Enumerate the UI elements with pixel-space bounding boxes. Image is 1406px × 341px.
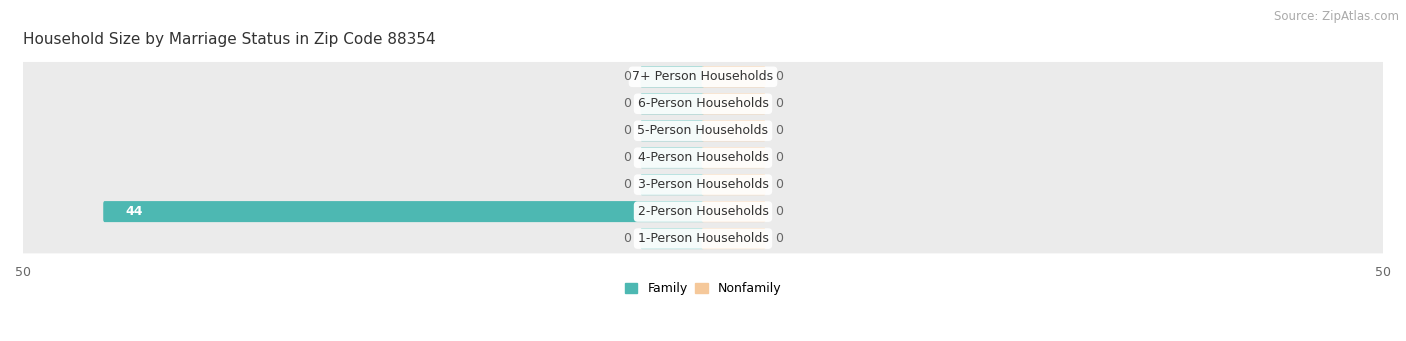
Text: 6-Person Households: 6-Person Households	[637, 97, 769, 110]
Text: Household Size by Marriage Status in Zip Code 88354: Household Size by Marriage Status in Zip…	[22, 32, 436, 47]
Text: 0: 0	[775, 97, 783, 110]
Text: 1-Person Households: 1-Person Households	[637, 232, 769, 245]
Legend: Family, Nonfamily: Family, Nonfamily	[624, 282, 782, 295]
FancyBboxPatch shape	[21, 89, 1385, 119]
Text: Source: ZipAtlas.com: Source: ZipAtlas.com	[1274, 10, 1399, 23]
Text: 0: 0	[623, 70, 631, 83]
Text: 4-Person Households: 4-Person Households	[637, 151, 769, 164]
FancyBboxPatch shape	[21, 224, 1385, 253]
FancyBboxPatch shape	[21, 170, 1385, 199]
FancyBboxPatch shape	[21, 143, 1385, 173]
FancyBboxPatch shape	[641, 147, 704, 168]
Text: 0: 0	[775, 178, 783, 191]
Text: 0: 0	[775, 124, 783, 137]
Text: 0: 0	[623, 124, 631, 137]
Text: 3-Person Households: 3-Person Households	[637, 178, 769, 191]
FancyBboxPatch shape	[641, 120, 704, 141]
Text: 0: 0	[775, 232, 783, 245]
FancyBboxPatch shape	[702, 201, 765, 222]
FancyBboxPatch shape	[21, 116, 1385, 146]
FancyBboxPatch shape	[103, 201, 704, 222]
FancyBboxPatch shape	[21, 62, 1385, 92]
Text: 2-Person Households: 2-Person Households	[637, 205, 769, 218]
FancyBboxPatch shape	[702, 120, 765, 141]
Text: 0: 0	[775, 151, 783, 164]
FancyBboxPatch shape	[702, 93, 765, 114]
FancyBboxPatch shape	[641, 93, 704, 114]
Text: 0: 0	[623, 97, 631, 110]
Text: 44: 44	[125, 205, 142, 218]
FancyBboxPatch shape	[702, 174, 765, 195]
FancyBboxPatch shape	[641, 174, 704, 195]
Text: 7+ Person Households: 7+ Person Households	[633, 70, 773, 83]
Text: 0: 0	[775, 70, 783, 83]
FancyBboxPatch shape	[641, 228, 704, 249]
Text: 0: 0	[623, 178, 631, 191]
FancyBboxPatch shape	[641, 66, 704, 87]
Text: 0: 0	[623, 232, 631, 245]
FancyBboxPatch shape	[702, 66, 765, 87]
FancyBboxPatch shape	[702, 147, 765, 168]
FancyBboxPatch shape	[21, 197, 1385, 226]
Text: 0: 0	[623, 151, 631, 164]
FancyBboxPatch shape	[702, 228, 765, 249]
Text: 5-Person Households: 5-Person Households	[637, 124, 769, 137]
Text: 0: 0	[775, 205, 783, 218]
